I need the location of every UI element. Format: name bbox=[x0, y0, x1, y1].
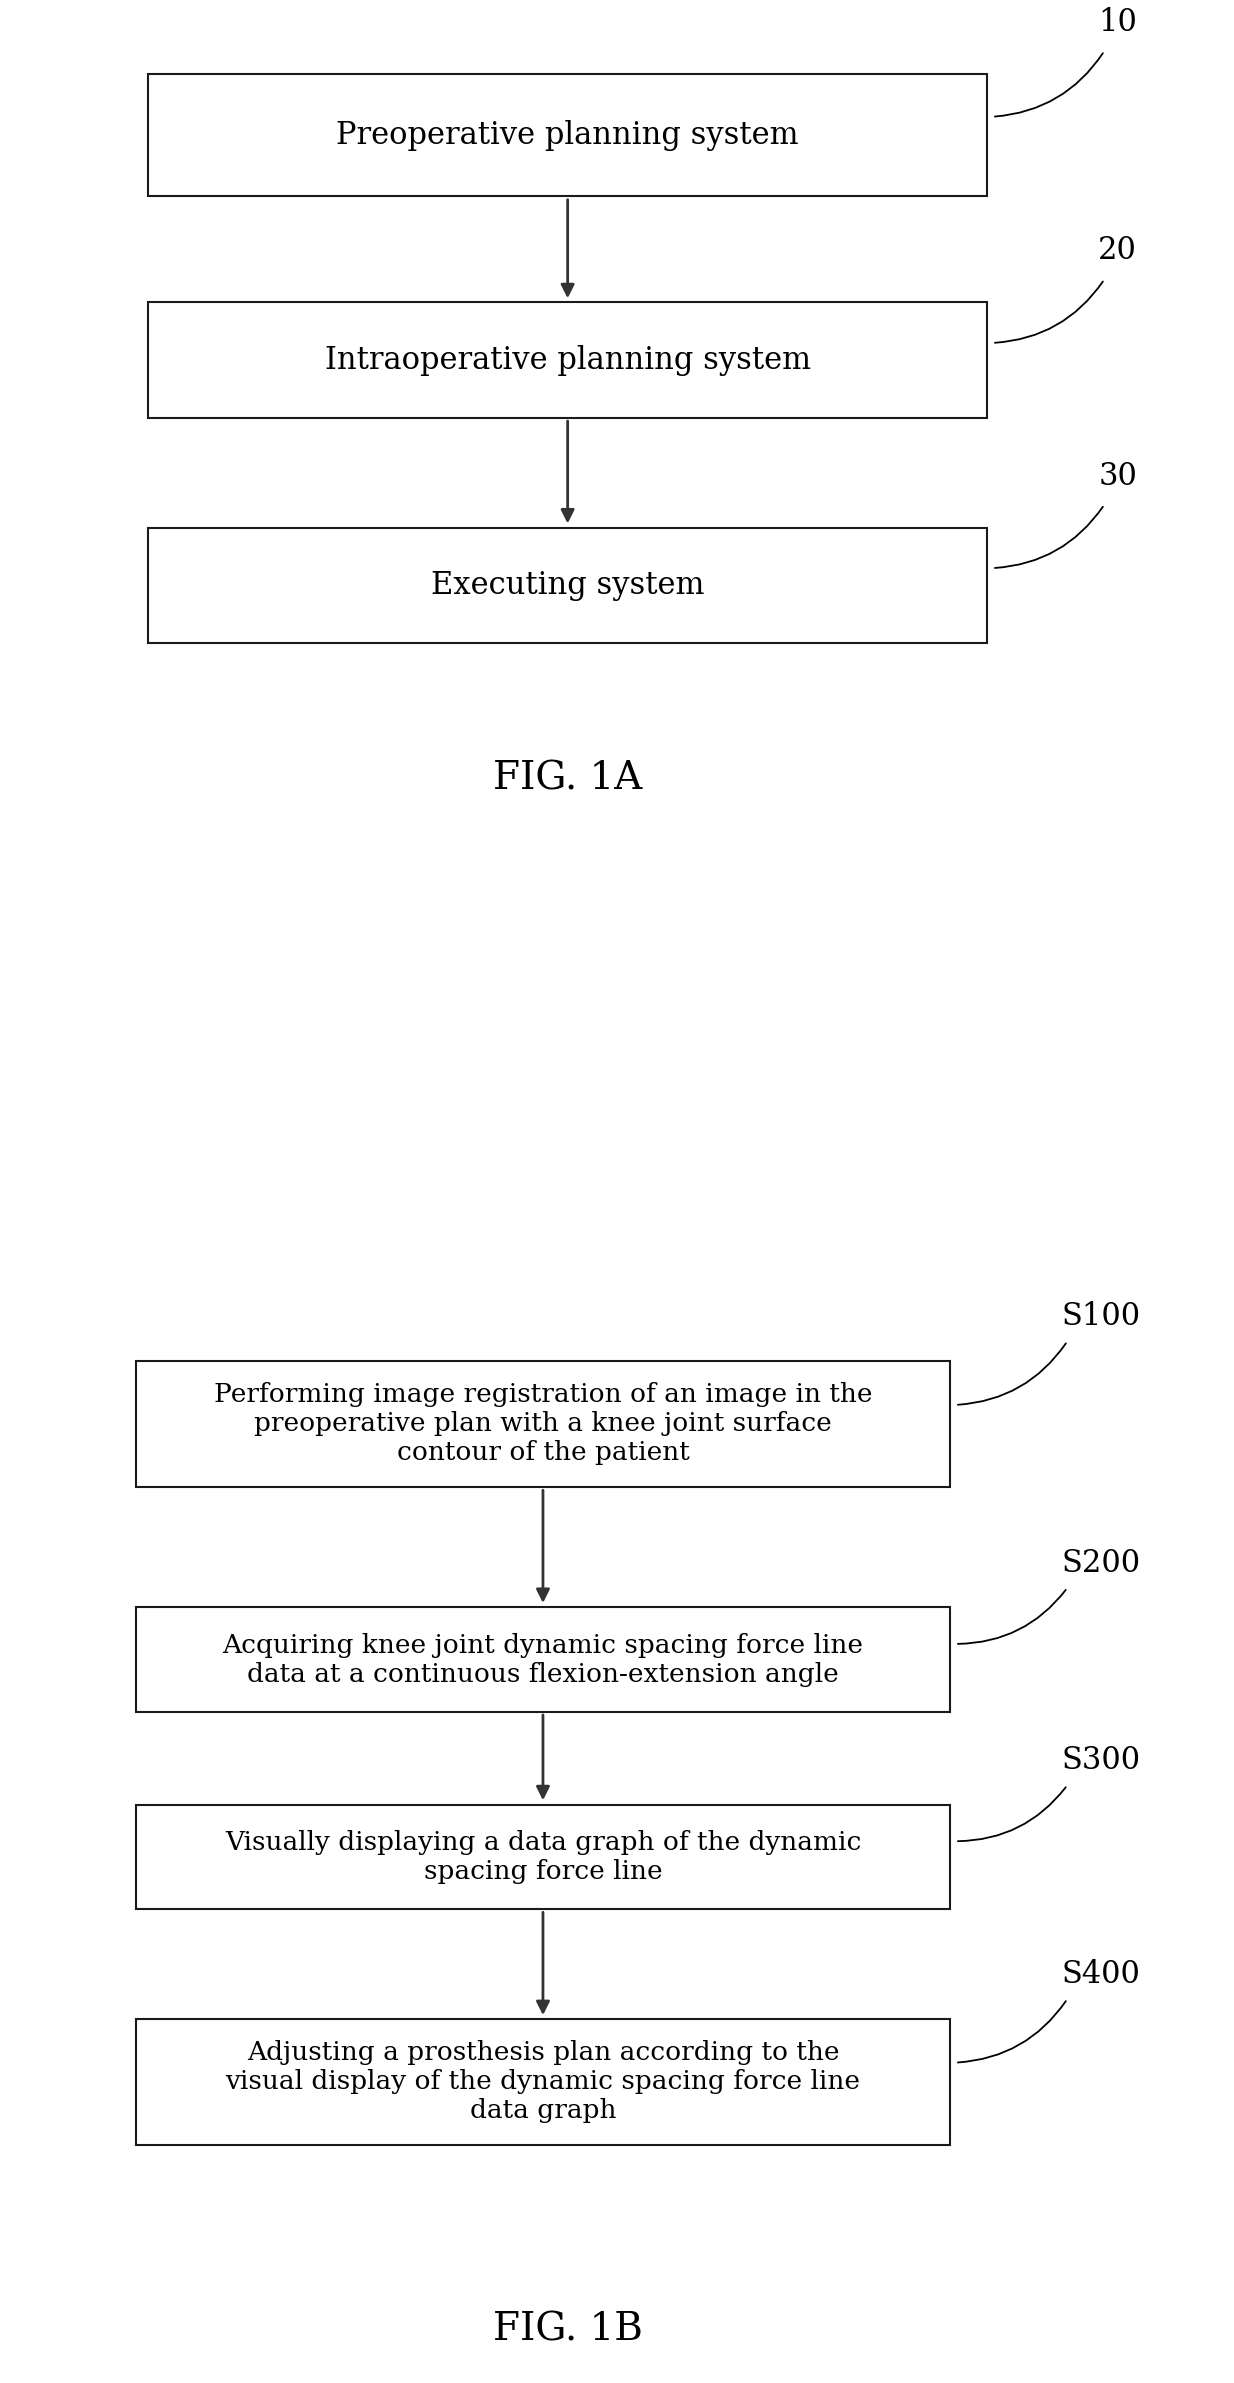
Text: Acquiring knee joint dynamic spacing force line
data at a continuous flexion-ext: Acquiring knee joint dynamic spacing for… bbox=[222, 1632, 864, 1687]
FancyBboxPatch shape bbox=[136, 2018, 950, 2145]
Text: 10: 10 bbox=[1098, 7, 1138, 38]
FancyBboxPatch shape bbox=[136, 1609, 950, 1711]
FancyBboxPatch shape bbox=[148, 303, 987, 419]
Text: Adjusting a prosthesis plan according to the
visual display of the dynamic spaci: Adjusting a prosthesis plan according to… bbox=[226, 2040, 860, 2123]
FancyBboxPatch shape bbox=[136, 1804, 950, 1909]
FancyBboxPatch shape bbox=[148, 74, 987, 195]
Text: S300: S300 bbox=[1061, 1744, 1140, 1775]
Text: S200: S200 bbox=[1061, 1549, 1140, 1580]
Text: Intraoperative planning system: Intraoperative planning system bbox=[325, 346, 811, 377]
Text: Visually displaying a data graph of the dynamic
spacing force line: Visually displaying a data graph of the … bbox=[225, 1830, 861, 1885]
Text: 30: 30 bbox=[1098, 460, 1138, 491]
Text: S100: S100 bbox=[1061, 1301, 1140, 1332]
Text: S400: S400 bbox=[1061, 1959, 1140, 1990]
FancyBboxPatch shape bbox=[148, 527, 987, 643]
Text: 20: 20 bbox=[1098, 236, 1138, 267]
Text: Performing image registration of an image in the
preoperative plan with a knee j: Performing image registration of an imag… bbox=[213, 1382, 872, 1466]
FancyBboxPatch shape bbox=[136, 1361, 950, 1487]
Text: FIG. 1B: FIG. 1B bbox=[492, 2312, 643, 2350]
Text: Preoperative planning system: Preoperative planning system bbox=[337, 119, 798, 150]
Text: Executing system: Executing system bbox=[431, 570, 705, 601]
Text: FIG. 1A: FIG. 1A bbox=[494, 760, 642, 796]
